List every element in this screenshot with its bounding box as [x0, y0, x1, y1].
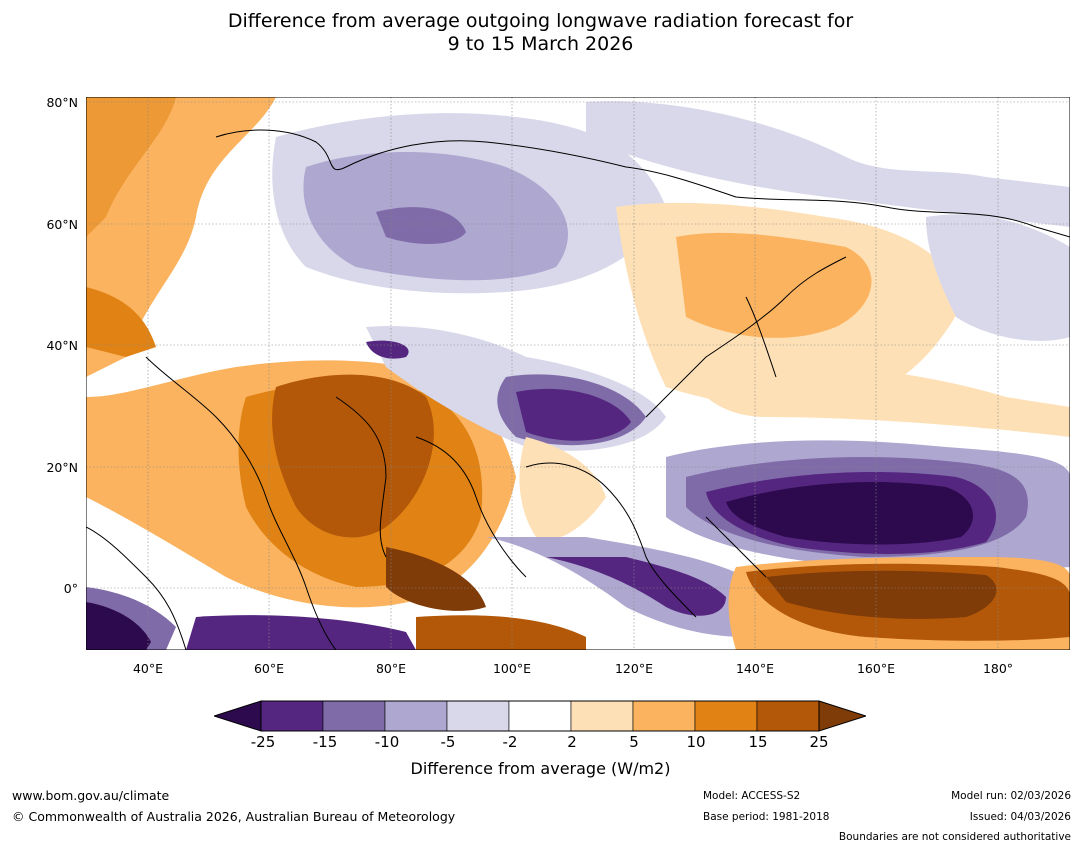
title-line-2: 9 to 15 March 2026 [447, 33, 634, 55]
lat-label-0: 0° [63, 581, 78, 596]
colorbar-bin [508, 700, 572, 732]
colorbar-tick: -15 [312, 733, 338, 751]
colorbar-tick: -2 [502, 733, 518, 751]
colorbar-tick: -10 [374, 733, 400, 751]
colorbar-tick: -5 [440, 733, 456, 751]
colorbar-tick: 15 [748, 733, 768, 751]
anomaly-region-westpacific [726, 482, 973, 545]
colorbar-bin [260, 700, 324, 732]
boundaries-disclaimer: Boundaries are not considered authoritat… [838, 831, 1071, 843]
title-line-1: Difference from average outgoing longwav… [227, 10, 854, 32]
lat-label-40n: 40°N [46, 338, 78, 353]
colorbar-bin [384, 700, 448, 732]
lat-label-20n: 20°N [46, 460, 78, 475]
colorbar-bin [570, 700, 634, 732]
lon-label-180: 180° [982, 661, 1014, 676]
colorbar-extend-high [818, 700, 866, 732]
lat-label-80n: 80°N [46, 95, 78, 110]
model-info: Model: ACCESS-S2 [703, 790, 801, 802]
colorbar-bin [322, 700, 386, 732]
lon-label-100e: 100°E [492, 661, 531, 676]
lon-label-160e: 160°E [856, 661, 895, 676]
lon-label-140e: 140°E [735, 661, 774, 676]
colorbar-tick: -25 [250, 733, 276, 751]
colorbar-label: Difference from average (W/m2) [410, 759, 671, 778]
lat-label-60n: 60°N [46, 217, 78, 232]
lon-label-80e: 80°E [375, 661, 407, 676]
lon-label-40e: 40°E [132, 661, 164, 676]
website-link[interactable]: www.bom.gov.au/climate [12, 788, 170, 803]
colorbar-bin [446, 700, 510, 732]
anomaly-region-china [516, 388, 631, 441]
colorbar-extend-low [214, 700, 262, 732]
chart-title: Difference from average outgoing longwav… [0, 10, 1081, 56]
coastlines [86, 129, 1070, 650]
copyright-notice: © Commonwealth of Australia 2026, Austra… [12, 809, 456, 824]
anomaly-region-eqpacific [766, 570, 997, 619]
colorbar-tick: 2 [567, 733, 577, 751]
colorbar-tick: 5 [629, 733, 639, 751]
issued-date: Issued: 04/03/2026 [969, 811, 1071, 823]
colorbar-bin [694, 700, 758, 732]
colorbar-tick: 10 [686, 733, 706, 751]
olr-anomaly-map [86, 97, 1070, 650]
anomaly-region-maritime [546, 557, 726, 616]
model-run-date: Model run: 02/03/2026 [951, 790, 1071, 802]
colorbar-bin [756, 700, 820, 732]
lon-label-60e: 60°E [253, 661, 285, 676]
lon-label-120e: 120°E [614, 661, 653, 676]
colorbar-bin [632, 700, 696, 732]
colorbar-tick: 25 [809, 733, 829, 751]
colorbar-legend [214, 700, 866, 732]
anomaly-region-swindian [86, 602, 151, 650]
base-period: Base period: 1981-2018 [703, 811, 830, 823]
